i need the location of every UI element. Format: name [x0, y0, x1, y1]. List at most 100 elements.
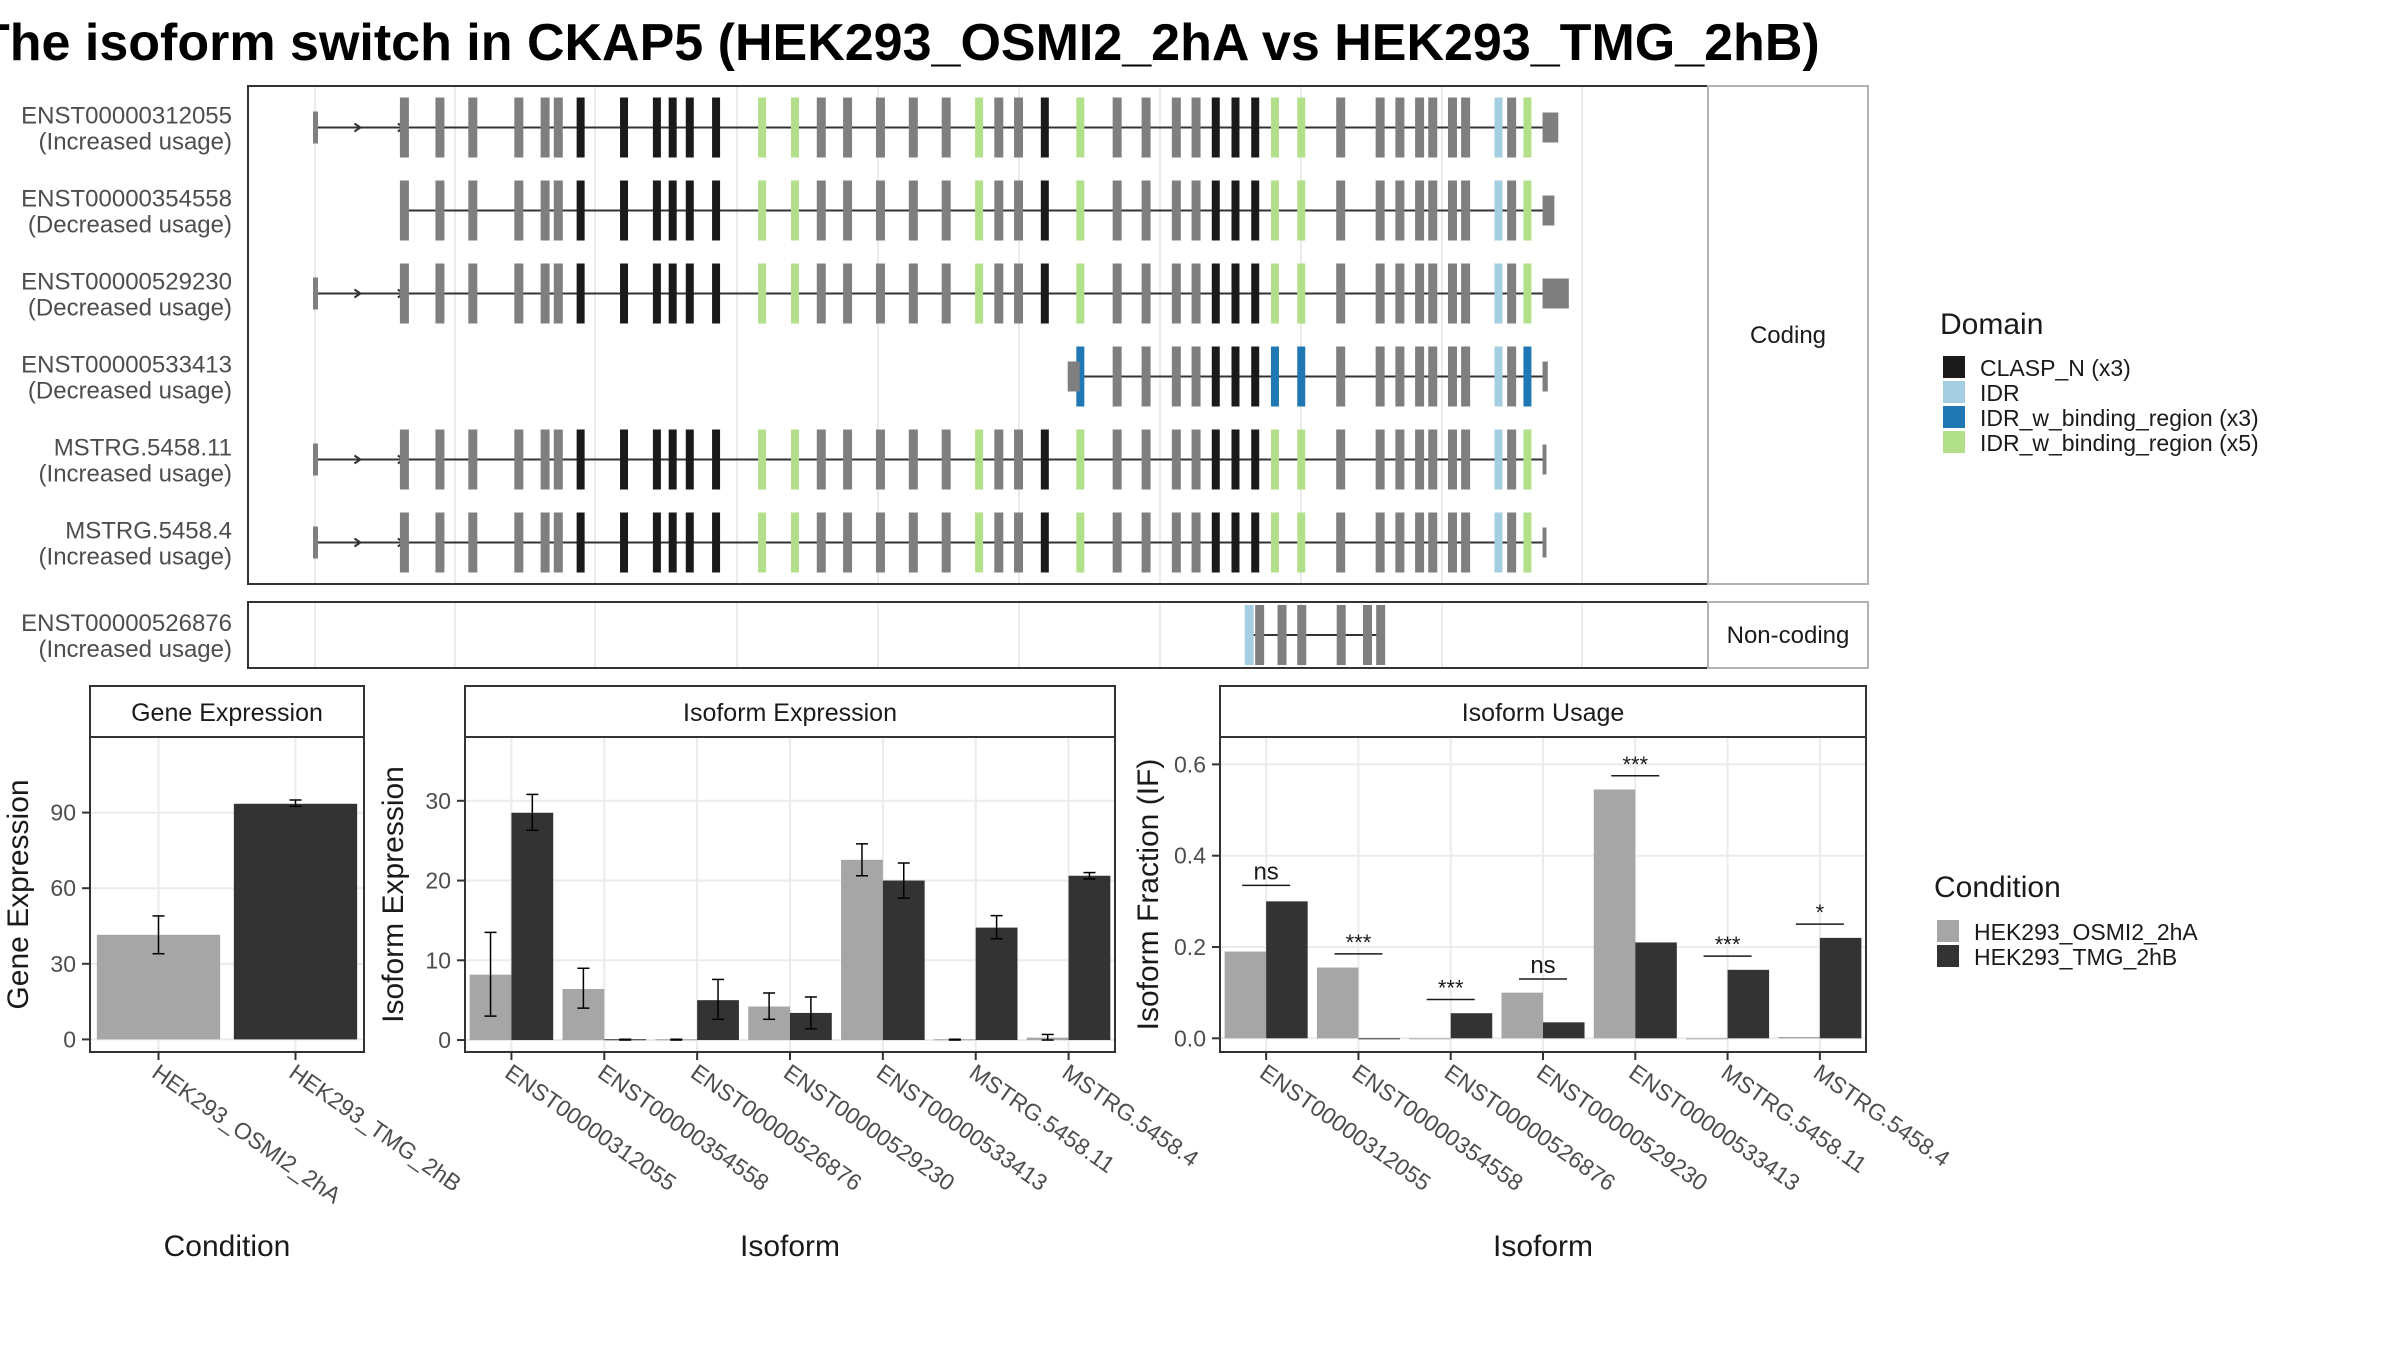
exon: [553, 512, 563, 573]
exon: [1112, 263, 1122, 324]
transcript-status-label: (Decreased usage): [28, 295, 232, 322]
panel-strip: [464, 685, 1116, 738]
exon: [1076, 97, 1085, 158]
transcript-status-label: (Increased usage): [39, 129, 232, 156]
exon: [1461, 512, 1471, 573]
exon: [1428, 429, 1438, 490]
exon: [1375, 263, 1385, 324]
panel-strip: [1219, 685, 1867, 738]
exon: [1251, 429, 1260, 490]
exon: [1171, 97, 1181, 158]
exon: [1251, 346, 1260, 407]
legend-item-label: IDR_w_binding_region (x5): [1980, 430, 2259, 456]
x-tick-label: ENST00000354558: [593, 1059, 773, 1196]
first-exon: [313, 526, 318, 559]
exon: [685, 263, 694, 324]
exon: [1415, 263, 1425, 324]
exon: [816, 180, 826, 241]
exon: [468, 97, 478, 158]
exon: [1112, 97, 1122, 158]
exon: [908, 263, 918, 324]
exon: [941, 97, 951, 158]
exon: [540, 180, 550, 241]
bar: [1778, 1036, 1820, 1039]
exon: [994, 429, 1004, 490]
exon: [816, 263, 826, 324]
significance-label: ns: [1253, 858, 1278, 885]
exon: [553, 97, 563, 158]
utr-exon: [1542, 361, 1548, 392]
exon: [620, 512, 629, 573]
exon: [1447, 429, 1457, 490]
transcript-id-label: ENST00000529230: [21, 269, 232, 296]
bar: [1068, 875, 1111, 1041]
exon: [712, 263, 721, 324]
page-title: The isoform switch in CKAP5 (HEK293_OSMI…: [0, 14, 1820, 72]
exon: [540, 429, 550, 490]
exon: [1277, 605, 1287, 665]
bar: [841, 859, 883, 1041]
exon: [399, 512, 409, 573]
y-tick-label: 0.6: [1174, 751, 1206, 777]
exon: [685, 180, 694, 241]
exon: [1415, 180, 1425, 241]
exon: [1494, 97, 1503, 158]
exon: [668, 263, 677, 324]
exon: [435, 180, 445, 241]
exon: [790, 180, 799, 241]
exon: [1141, 97, 1151, 158]
exon: [1040, 263, 1049, 324]
exon: [620, 97, 629, 158]
exon: [1297, 263, 1306, 324]
exon: [994, 263, 1004, 324]
exon: [1171, 346, 1181, 407]
significance-label: ***: [1622, 752, 1648, 777]
exon: [1461, 346, 1471, 407]
y-tick-label: 30: [50, 951, 76, 977]
exon: [514, 429, 524, 490]
exon: [941, 180, 951, 241]
exon: [1336, 605, 1346, 665]
bar: [1727, 969, 1770, 1039]
exon: [1141, 429, 1151, 490]
transcript-status-label: (Increased usage): [39, 461, 232, 488]
exon: [685, 97, 694, 158]
exon: [1523, 180, 1532, 241]
exon: [1494, 429, 1503, 490]
y-axis-title: Gene Expression: [2, 779, 35, 1009]
first-exon: [313, 277, 318, 310]
exon: [652, 180, 661, 241]
exon: [1395, 263, 1405, 324]
facet-strip: [1707, 601, 1869, 669]
exon: [1428, 346, 1438, 407]
transcript-status-label: (Decreased usage): [28, 378, 232, 405]
exon: [1523, 346, 1532, 407]
bar: [1593, 789, 1636, 1039]
legend-key: [1943, 431, 1965, 453]
intron-arrow: [353, 454, 363, 465]
exon: [540, 512, 550, 573]
exon: [685, 429, 694, 490]
first-exon: [313, 443, 318, 476]
exon: [843, 97, 853, 158]
y-axis-title: Isoform Expression: [377, 766, 410, 1023]
exon: [975, 429, 984, 490]
exon: [468, 263, 478, 324]
exon: [1231, 512, 1240, 573]
exon: [1076, 263, 1085, 324]
exon: [1191, 263, 1201, 324]
y-axis-title: Isoform Fraction (IF): [1132, 759, 1165, 1031]
exon: [1428, 512, 1438, 573]
exon: [553, 429, 563, 490]
exon: [1375, 97, 1385, 158]
exon: [399, 180, 409, 241]
exon: [1014, 429, 1024, 490]
exon: [1507, 263, 1517, 324]
exon: [790, 512, 799, 573]
legend-title-condition: Condition: [1934, 871, 2061, 904]
exon: [816, 429, 826, 490]
exon: [816, 512, 826, 573]
exon: [1014, 97, 1024, 158]
exon: [1461, 263, 1471, 324]
